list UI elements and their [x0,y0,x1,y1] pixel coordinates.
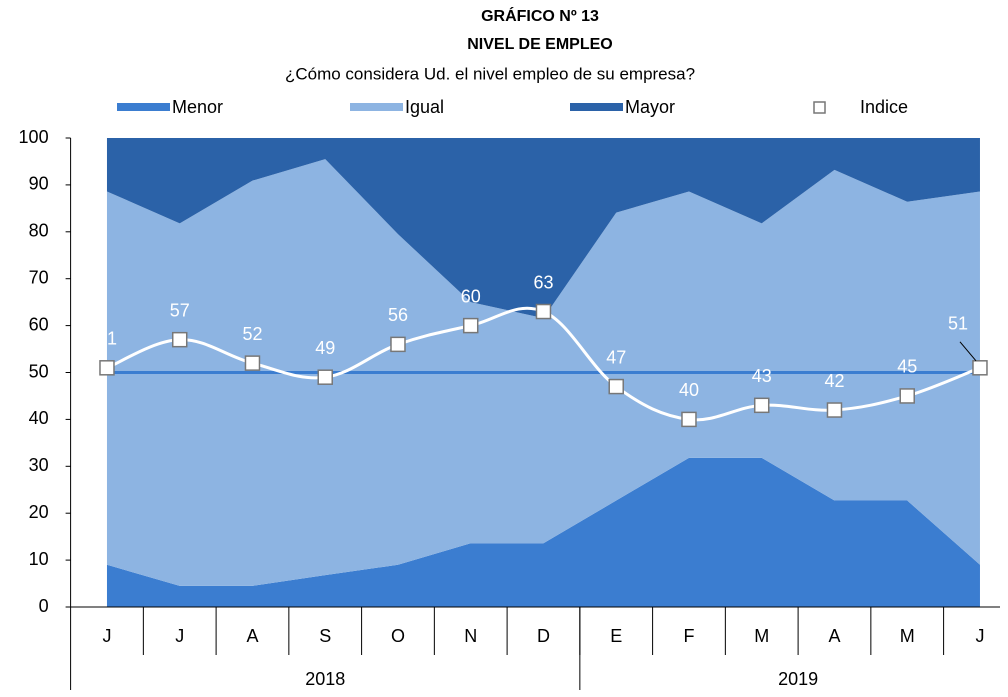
data-label: 49 [315,338,335,358]
data-label: 57 [170,300,190,320]
chart-title: GRÁFICO Nº 13 [481,6,599,25]
data-label: 51 [948,314,968,334]
x-tick-label: J [102,626,111,646]
x-tick-label: O [391,626,405,646]
legend-swatch [117,103,170,111]
data-label: 52 [242,324,262,344]
legend-label: Indice [860,97,908,117]
data-label: 63 [533,272,553,292]
x-tick-label: D [537,626,550,646]
area [106,138,980,319]
index-marker [171,331,188,348]
index-marker [608,378,624,395]
chart-subtitle: NIVEL DE EMPLEO [467,36,613,53]
legend-swatch [570,103,623,111]
legend-label: Menor [172,97,223,117]
x-tick-label: J [175,626,184,646]
data-label: 56 [388,305,408,325]
legend-swatch [350,103,403,111]
data-label: 43 [752,366,772,386]
index-marker [972,360,988,376]
index-marker [462,317,479,334]
y-tick-label: 0 [39,596,49,616]
y-tick-label: 30 [29,455,49,475]
data-label: 40 [679,380,699,400]
index-marker [317,369,333,385]
y-tick-label: 20 [29,502,49,522]
index-marker [99,360,115,376]
y-tick-label: 70 [29,267,49,287]
group-label: 2019 [778,669,818,689]
legend-label: Igual [405,97,444,117]
index-marker [899,388,915,404]
x-tick-label: A [246,626,258,646]
data-label: 47 [606,347,626,367]
x-tick-label: E [610,626,622,646]
area [106,457,980,607]
x-tick-label: N [464,626,477,646]
data-label: 51 [97,329,117,349]
x-tick-label: M [754,626,769,646]
group-label: 2018 [305,669,345,689]
index-marker [390,336,406,353]
y-tick-label: 100 [19,127,49,147]
legend-marker [813,101,826,114]
x-tick-label: F [683,626,694,646]
x-tick-label: J [975,626,984,646]
x-tick-label: S [319,626,331,646]
index-marker [826,402,843,418]
data-label: 60 [461,286,481,306]
x-tick-label: A [828,626,840,646]
y-tick-label: 50 [29,361,49,381]
index-marker [244,355,261,371]
data-label: 45 [897,357,917,377]
index-marker [753,397,770,414]
x-tick-label: M [900,626,915,646]
chart-question: ¿Cómo considera Ud. el nivel empleo de s… [285,64,695,83]
index-marker [535,303,552,320]
y-tick-label: 10 [29,549,49,569]
legend-label: Mayor [625,97,675,117]
y-tick-label: 60 [29,314,49,334]
data-label: 42 [824,371,844,391]
y-tick-label: 80 [29,221,49,241]
leader-line [959,341,977,362]
index-marker [681,411,697,428]
y-tick-label: 40 [29,408,49,428]
y-tick-label: 90 [29,174,49,194]
